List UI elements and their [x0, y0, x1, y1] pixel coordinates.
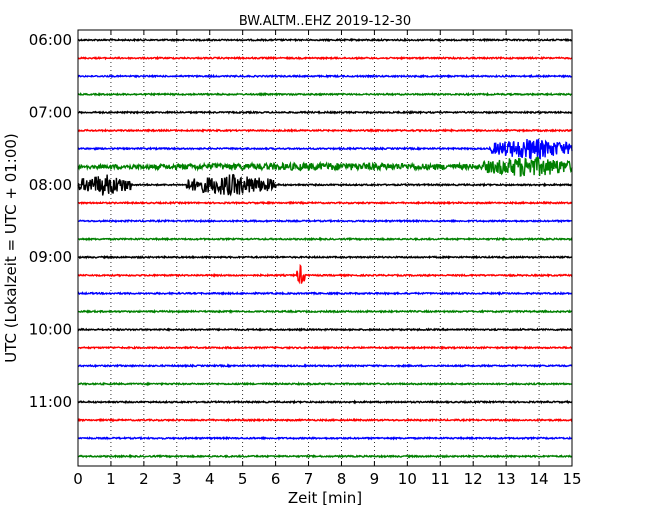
x-axis-label: Zeit [min]: [288, 489, 362, 507]
y-tick-label: 07:00: [29, 103, 72, 121]
x-tick-label: 3: [172, 470, 182, 488]
trace-0930: [77, 290, 573, 296]
trace-0645: [77, 91, 573, 97]
x-tick-label: 8: [337, 470, 347, 488]
y-tick-label: 11:00: [29, 393, 72, 411]
x-tick-label: 1: [106, 470, 116, 488]
trace-1000: [77, 327, 573, 333]
trace-0700: [77, 110, 573, 115]
y-tick-label: 10:00: [29, 321, 72, 339]
trace-1015: [77, 345, 573, 351]
trace-1100: [77, 399, 573, 405]
trace-0815: [77, 200, 573, 206]
trace-1030: [77, 363, 573, 369]
y-tick-label: 06:00: [29, 31, 72, 49]
trace-0845: [77, 236, 573, 242]
y-tick-label: 08:00: [29, 176, 72, 194]
y-axis-ticks: 06:00 07:00 08:00 09:00 10:00 11:00: [29, 31, 572, 411]
trace-0900: [77, 254, 573, 260]
chart-title: BW.ALTM..EHZ 2019-12-30: [239, 14, 411, 29]
x-tick-label: 13: [497, 470, 516, 488]
plot-frame: [77, 29, 573, 467]
trace-0800: [77, 173, 573, 197]
trace-0945: [78, 308, 573, 314]
trace-0830: [77, 218, 573, 224]
x-axis-ticks: 0 1 2 3 4 5 6 7 8 9 10 11 12 13 14 15: [73, 30, 582, 488]
x-tick-label: 12: [464, 470, 483, 488]
x-tick-label: 7: [304, 470, 314, 488]
x-tick-label: 5: [238, 470, 248, 488]
trace-0630: [77, 73, 573, 79]
seismic-traces: [77, 37, 573, 459]
x-tick-label: 11: [431, 470, 450, 488]
trace-0745: [77, 156, 573, 177]
x-tick-label: 4: [205, 470, 215, 488]
trace-0715: [77, 128, 573, 134]
trace-1045: [77, 381, 573, 387]
x-tick-label: 9: [370, 470, 380, 488]
trace-0600: [77, 37, 573, 43]
x-tick-label: 14: [530, 470, 549, 488]
trace-1130: [77, 435, 573, 441]
trace-1115: [77, 417, 573, 423]
trace-0730: [77, 138, 573, 160]
x-tick-label: 10: [398, 470, 417, 488]
trace-0615: [77, 55, 573, 61]
x-tick-label: 2: [139, 470, 149, 488]
grid-lines: [110, 30, 540, 466]
x-tick-label: 0: [73, 470, 83, 488]
y-tick-label: 09:00: [29, 248, 72, 266]
x-tick-label: 6: [271, 470, 281, 488]
x-tick-label: 15: [562, 470, 581, 488]
trace-1145: [78, 453, 573, 459]
trace-0915: [77, 263, 573, 285]
y-axis-label: UTC (Lokalzeit = UTC + 01:00): [2, 133, 20, 363]
